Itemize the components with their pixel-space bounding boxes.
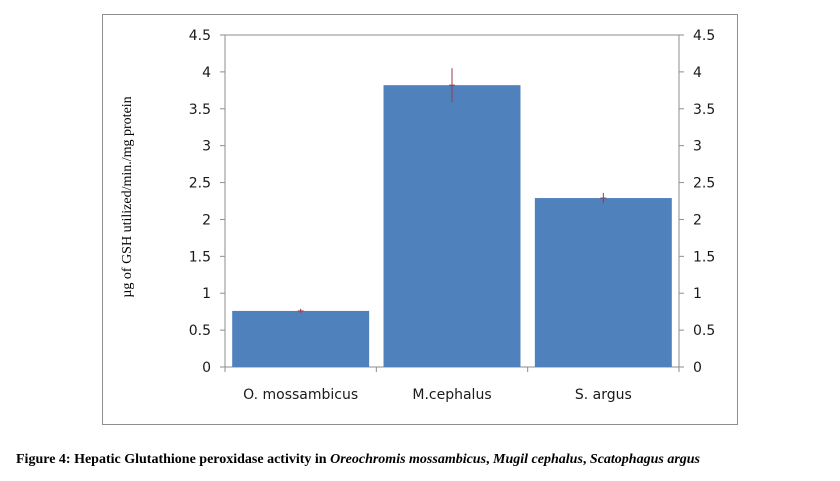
caption-separator: , xyxy=(486,452,494,467)
y-tick-label-right: 0.5 xyxy=(693,323,715,339)
bar-chart: 0 0 0.5 0.5 1 1 1.5 1.5 2 2 2.5 2.5 3 3 3.5 3.5 4 4 4.5 4.5… xyxy=(120,28,716,403)
y-tick-label-right: 4 xyxy=(693,65,702,81)
y-tick-label-left: 1 xyxy=(202,286,211,302)
caption-species-1: Oreochromis mossambicus xyxy=(330,452,487,467)
caption-species-3: Scatophagus argus xyxy=(589,452,700,467)
y-tick-label-left: 2.5 xyxy=(189,176,211,192)
x-category-label: M.cephalus xyxy=(412,387,491,403)
bars xyxy=(232,68,672,368)
y-tick-label-left: 4 xyxy=(202,65,211,81)
y-tick-label-right: 3.5 xyxy=(693,102,715,118)
y-tick-label-left: 4.5 xyxy=(189,28,211,44)
y-axis-label: µg of GSH utilized/min./mg protein xyxy=(120,96,135,297)
x-category-label: S. argus xyxy=(575,387,632,403)
y-tick-label-left: 2 xyxy=(202,212,211,228)
y-tick-label-right: 3 xyxy=(693,139,702,155)
y-tick-label-left: 1.5 xyxy=(189,249,211,265)
y-tick-label-left: 3 xyxy=(202,139,211,155)
figure-caption: Figure 4: Hepatic Glutathione peroxidase… xyxy=(16,452,836,468)
y-tick-label-left: 0 xyxy=(202,360,211,376)
y-tick-label-right: 2 xyxy=(693,212,702,228)
labels: 0 0 0.5 0.5 1 1 1.5 1.5 2 2 2.5 2.5 3 3 3.5 3.5 4 4 4.5 4.5… xyxy=(189,28,716,403)
y-tick-label-left: 0.5 xyxy=(189,323,211,339)
bar xyxy=(534,198,672,367)
bar xyxy=(383,85,521,368)
x-category-label: O. mossambicus xyxy=(243,387,358,403)
y-tick-label-right: 0 xyxy=(693,360,702,376)
chart-frame: 0 0 0.5 0.5 1 1 1.5 1.5 2 2 2.5 2.5 3 3 3.5 3.5 4 4 4.5 4.5… xyxy=(102,14,738,425)
y-tick-label-right: 4.5 xyxy=(693,28,715,44)
y-tick-label-left: 3.5 xyxy=(189,102,211,118)
bar xyxy=(232,310,370,367)
y-tick-label-right: 1 xyxy=(693,286,702,302)
caption-prefix: Figure 4: Hepatic Glutathione peroxidase… xyxy=(16,452,331,467)
caption-separator: , xyxy=(582,452,590,467)
y-tick-label-right: 2.5 xyxy=(693,176,715,192)
y-tick-label-right: 1.5 xyxy=(693,249,715,265)
caption-species-2: Mugil cephalus xyxy=(493,452,583,467)
